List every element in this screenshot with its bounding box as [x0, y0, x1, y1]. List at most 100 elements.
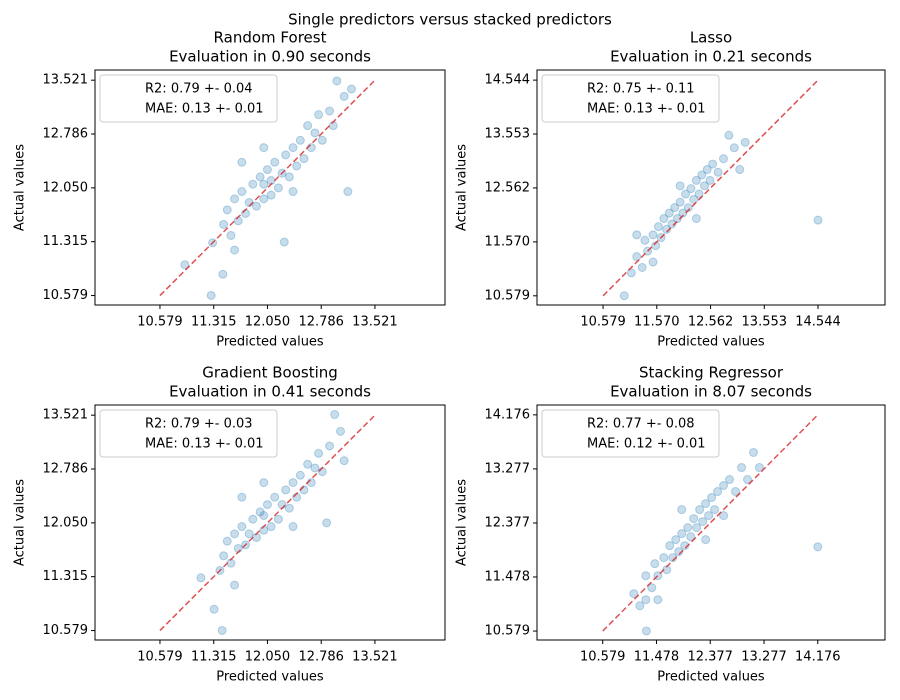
- subplot-title: Gradient Boosting: [202, 364, 338, 382]
- point: [273, 183, 283, 193]
- point: [725, 475, 735, 485]
- subplot-title: Lasso: [690, 29, 732, 47]
- x-tick-label: 13.277: [741, 650, 787, 665]
- reference-line: [602, 414, 819, 632]
- point: [222, 536, 232, 546]
- legend-box: [541, 409, 720, 458]
- point: [346, 84, 356, 94]
- figure-title: Single predictors versus stacked predict…: [288, 11, 612, 29]
- subplot-subtitle: Evaluation in 0.21 seconds: [610, 48, 812, 66]
- point: [237, 522, 247, 532]
- point: [336, 426, 346, 436]
- point: [339, 91, 349, 101]
- y-tick-label: 12.377: [485, 515, 531, 530]
- x-axis-label: Predicted values: [216, 335, 324, 350]
- point: [226, 230, 236, 240]
- point: [708, 159, 718, 169]
- point: [694, 189, 704, 199]
- point: [314, 110, 324, 120]
- point: [632, 230, 642, 240]
- point: [697, 170, 707, 180]
- point: [259, 179, 269, 189]
- x-axis-label: Predicted values: [657, 670, 765, 685]
- point: [701, 535, 711, 545]
- point: [695, 505, 705, 515]
- point: [230, 194, 240, 204]
- x-tick-label: 12.562: [688, 315, 734, 330]
- point: [713, 487, 723, 497]
- point: [677, 529, 687, 539]
- point: [670, 203, 680, 213]
- point: [244, 529, 254, 539]
- x-tick-label: 12.786: [298, 315, 344, 330]
- point: [813, 542, 823, 552]
- point: [284, 503, 294, 513]
- point: [691, 214, 701, 224]
- point: [196, 573, 206, 583]
- reference-line: [159, 414, 376, 632]
- point: [255, 507, 265, 517]
- point: [692, 523, 702, 533]
- y-axis-label: Actual values: [13, 479, 28, 566]
- point: [219, 219, 229, 229]
- point: [270, 157, 280, 167]
- point: [699, 181, 709, 191]
- legend-entry: MAE: 0.13 +- 0.01: [587, 102, 706, 117]
- y-tick-label: 10.579: [43, 288, 89, 303]
- legend-box: [99, 409, 278, 458]
- x-tick-label: 13.521: [352, 315, 398, 330]
- point: [284, 172, 294, 182]
- point: [343, 187, 353, 197]
- point: [303, 121, 313, 131]
- y-tick-label: 11.315: [43, 234, 89, 249]
- plot-area: [629, 447, 823, 636]
- point: [672, 214, 682, 224]
- point: [648, 257, 658, 267]
- subplot-title: Random Forest: [214, 29, 327, 47]
- point: [664, 208, 674, 218]
- point: [292, 161, 302, 171]
- legend-box: [99, 74, 278, 123]
- point: [259, 478, 269, 488]
- point: [675, 197, 685, 207]
- x-axis-label: Predicted values: [657, 335, 765, 350]
- point: [702, 165, 712, 175]
- point: [719, 511, 729, 521]
- point: [237, 492, 247, 502]
- x-tick-label: 14.176: [795, 650, 841, 665]
- point: [310, 463, 320, 473]
- point: [813, 215, 823, 225]
- y-tick-label: 12.786: [43, 461, 89, 476]
- point: [662, 224, 672, 234]
- point: [632, 252, 642, 262]
- y-tick-label: 11.315: [43, 569, 89, 584]
- y-tick-label: 13.277: [485, 461, 531, 476]
- point: [281, 485, 291, 495]
- x-tick-label: 13.553: [742, 315, 788, 330]
- point: [237, 187, 247, 197]
- point: [288, 187, 298, 197]
- point: [629, 589, 639, 599]
- point: [330, 410, 340, 420]
- reference-line: [159, 79, 376, 297]
- x-tick-label: 14.544: [795, 315, 841, 330]
- point: [736, 463, 746, 473]
- point: [640, 235, 650, 245]
- point: [230, 529, 240, 539]
- axes-frame: [94, 404, 446, 641]
- point: [259, 511, 269, 521]
- x-tick-label: 12.786: [298, 650, 344, 665]
- point: [325, 106, 335, 116]
- y-tick-label: 12.050: [43, 180, 89, 195]
- y-tick-label: 10.579: [485, 624, 531, 639]
- subplot-subtitle: Evaluation in 0.90 seconds: [169, 48, 371, 66]
- point: [310, 128, 320, 138]
- point: [689, 194, 699, 204]
- subplot-subtitle: Evaluation in 8.07 seconds: [610, 383, 812, 401]
- point: [299, 154, 309, 164]
- point: [641, 626, 651, 636]
- y-tick-label: 12.562: [485, 180, 531, 195]
- point: [729, 143, 739, 153]
